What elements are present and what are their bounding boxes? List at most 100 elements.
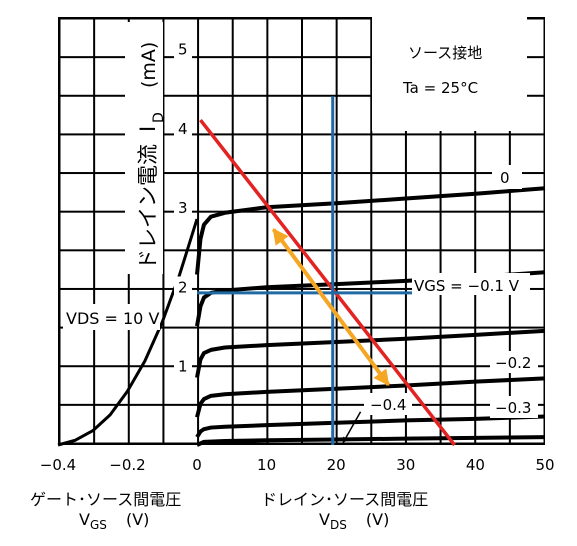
x-tick-label: −0.4 [40,456,76,474]
grid-cell [441,135,475,173]
annotation-arrow [342,411,362,444]
x-tick-label: −0.2 [109,456,145,474]
grid-cell [337,135,371,173]
grid-cell [303,367,336,404]
grid-cell [60,174,94,211]
grid-cell [60,135,94,173]
grid-cell [303,212,336,250]
y-tick-bg [174,355,192,376]
grid-cell [199,58,232,95]
y-tick-bg [174,38,192,59]
grid-cell [233,212,267,250]
output-curve [195,328,546,379]
ylabel-box [125,22,163,274]
grid-cell [233,289,267,327]
grid-cell [268,96,301,134]
curve-label-0: 0 [500,169,510,187]
grid-cell [441,212,475,250]
x-tick-label: 50 [535,456,554,474]
signal-swing-arrow [271,228,391,387]
grid-cell [406,135,440,173]
label-02-box [490,351,538,373]
left-axis-title: ゲート･ソース間電圧 [30,490,182,509]
left-axis-unit: (V) [125,510,150,529]
grid-cell [95,174,128,211]
x-tick-label: 20 [327,456,346,474]
x-tick-label: 30 [396,456,415,474]
grid-cell [406,212,440,250]
curve-label-01: VGS = −0.1 V [414,277,520,295]
x-tick-label: 40 [466,456,485,474]
y-tick-label: 4 [178,120,188,138]
grid-cell [303,135,336,173]
grid-cell [60,328,94,366]
grid-cell [337,19,371,57]
vds-curve-label: VDS = 10 V [66,309,159,328]
grid-cell [233,135,267,173]
grid-cell [510,212,544,250]
output-curve [196,435,546,447]
grid-cell [199,96,232,134]
grid-cell [95,328,128,366]
grid-cell [372,289,405,327]
y-tick-label: 1 [178,358,188,376]
grid-cell [199,19,232,57]
grid-cell [337,212,371,250]
ylabel-symbol-sub: D [151,112,167,123]
grid-cell [476,289,509,327]
output-curve [195,376,546,418]
grid-cell [60,96,94,134]
grid-cell [476,212,509,250]
right-axis-symbol: VDS (V) [319,510,389,532]
grid-cell [95,96,128,134]
y-axis-title: ドレイン電流 I D (mA) [136,42,167,270]
label-04-box [364,393,412,415]
y-tick-bg [174,276,192,297]
x-tick-label: 10 [257,456,276,474]
grid-cell [406,289,440,327]
grid-cell [406,328,440,366]
left-axis-v: V [79,510,90,529]
grid-cell [268,135,301,173]
grid-cell [372,212,405,250]
label-03-box [490,396,538,418]
y-tick-bg [174,197,192,218]
grid-cell [337,174,371,211]
grid-cell [199,405,232,443]
grid-cell [95,19,128,57]
right-axis-v: V [319,510,330,529]
grid-cell [372,135,405,173]
y-tick-label: 3 [178,199,188,217]
grid-cell [510,289,544,327]
grid-cell [164,135,198,173]
ylabel-unit: (mA) [138,42,160,88]
grid-cell [199,212,232,250]
left-axis-symbol: VGS (V) [79,510,150,532]
grid-cell [337,328,371,366]
grid-cell [268,19,301,57]
grid-cell [95,58,128,95]
grid-cell [199,251,232,288]
grid-cell [164,405,198,443]
condition-grounding: ソース接地 [408,44,482,62]
label-01-box [412,273,530,295]
grid-cell [303,19,336,57]
ylabel-main: ドレイン電流 [136,144,160,270]
transfer-curve [57,218,199,447]
grid-cell [406,174,440,211]
left-axis-sub: GS [89,518,107,532]
y-tick-label: 2 [178,278,188,296]
grid-cell [60,212,94,250]
curve-label-02: −0.2 [495,354,531,372]
grid-cell [60,251,94,288]
grid-cell [95,251,128,288]
grid-cell [164,212,198,250]
grid-cell [337,58,371,95]
grid-cell [441,367,475,404]
grid-cell [233,251,267,288]
grid-cell [199,174,232,211]
grid-cell [303,328,336,366]
x-tick-label: 0 [192,456,202,474]
